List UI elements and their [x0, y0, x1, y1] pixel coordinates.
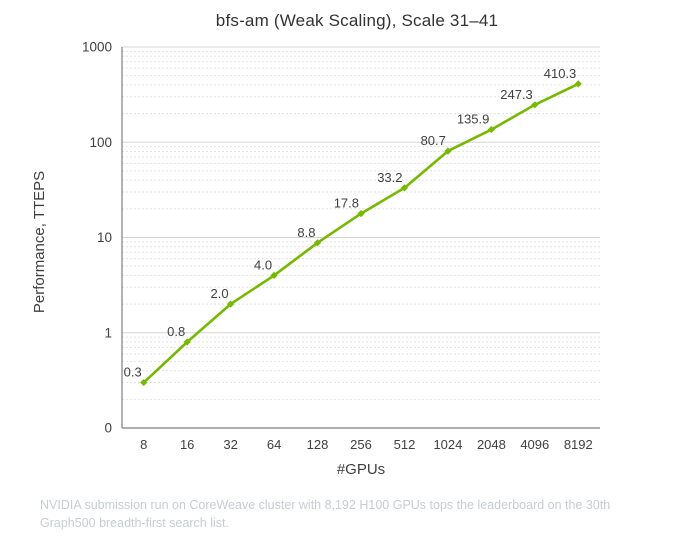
- data-point-marker: [183, 338, 191, 346]
- y-tick-label: 1000: [82, 40, 112, 55]
- y-axis-title: Performance, TTEPS: [31, 171, 48, 313]
- series-line: [142, 82, 580, 384]
- x-tick-label: 2048: [477, 437, 506, 452]
- data-label: 0.3: [124, 365, 142, 380]
- data-label: 80.7: [421, 133, 446, 148]
- chart-title: bfs-am (Weak Scaling), Scale 31–41: [215, 11, 499, 30]
- data-label: 0.8: [167, 324, 185, 339]
- data-label: 247.3: [500, 87, 533, 102]
- y-tick-label: 10: [97, 230, 112, 245]
- data-point-marker: [140, 378, 148, 387]
- data-point-marker: [270, 271, 278, 280]
- data-label: 2.0: [211, 286, 229, 301]
- data-point-marker: [313, 239, 322, 247]
- data-point-marker: [531, 101, 539, 109]
- data-label: 8.8: [297, 225, 315, 240]
- data-point-marker: [227, 300, 235, 308]
- y-tick-label: 1: [104, 325, 112, 340]
- y-tick-label: 0: [104, 421, 112, 436]
- x-tick-label: 1024: [433, 437, 462, 452]
- x-tick-label: 64: [267, 437, 281, 452]
- caption-line-2: Graph500 breadth-first search list.: [40, 516, 229, 531]
- caption-text: NVIDIA submission run on CoreWeave clust…: [40, 496, 660, 532]
- x-axis-title: #GPUs: [337, 461, 385, 478]
- data-label: 17.8: [334, 196, 359, 211]
- data-label: 33.2: [377, 170, 402, 185]
- x-tick-label: 32: [223, 437, 237, 452]
- data-point-marker: [574, 80, 582, 88]
- data-label: 410.3: [544, 66, 577, 81]
- data-point-marker: [357, 210, 365, 218]
- x-tick-label: 512: [394, 437, 416, 452]
- data-point-marker: [400, 184, 409, 192]
- data-label: 135.9: [457, 112, 490, 127]
- data-point-marker: [444, 147, 452, 155]
- line-chart: 0.3 0.8 2.0 4.0 8.8 17.8 33.2 80.7 135.9 247.3 410…: [31, 40, 600, 478]
- x-tick-label: 128: [307, 437, 329, 452]
- x-tick-label: 8192: [564, 437, 593, 452]
- x-tick-label: 8: [140, 437, 147, 452]
- data-point-marker: [487, 125, 495, 134]
- caption-line-1: NVIDIA submission run on CoreWeave clust…: [40, 498, 611, 512]
- x-tick-label: 16: [180, 437, 194, 452]
- x-tick-label: 256: [350, 437, 372, 452]
- y-tick-label: 100: [89, 135, 112, 150]
- data-label: 4.0: [254, 257, 272, 272]
- x-tick-label: 4096: [520, 437, 549, 452]
